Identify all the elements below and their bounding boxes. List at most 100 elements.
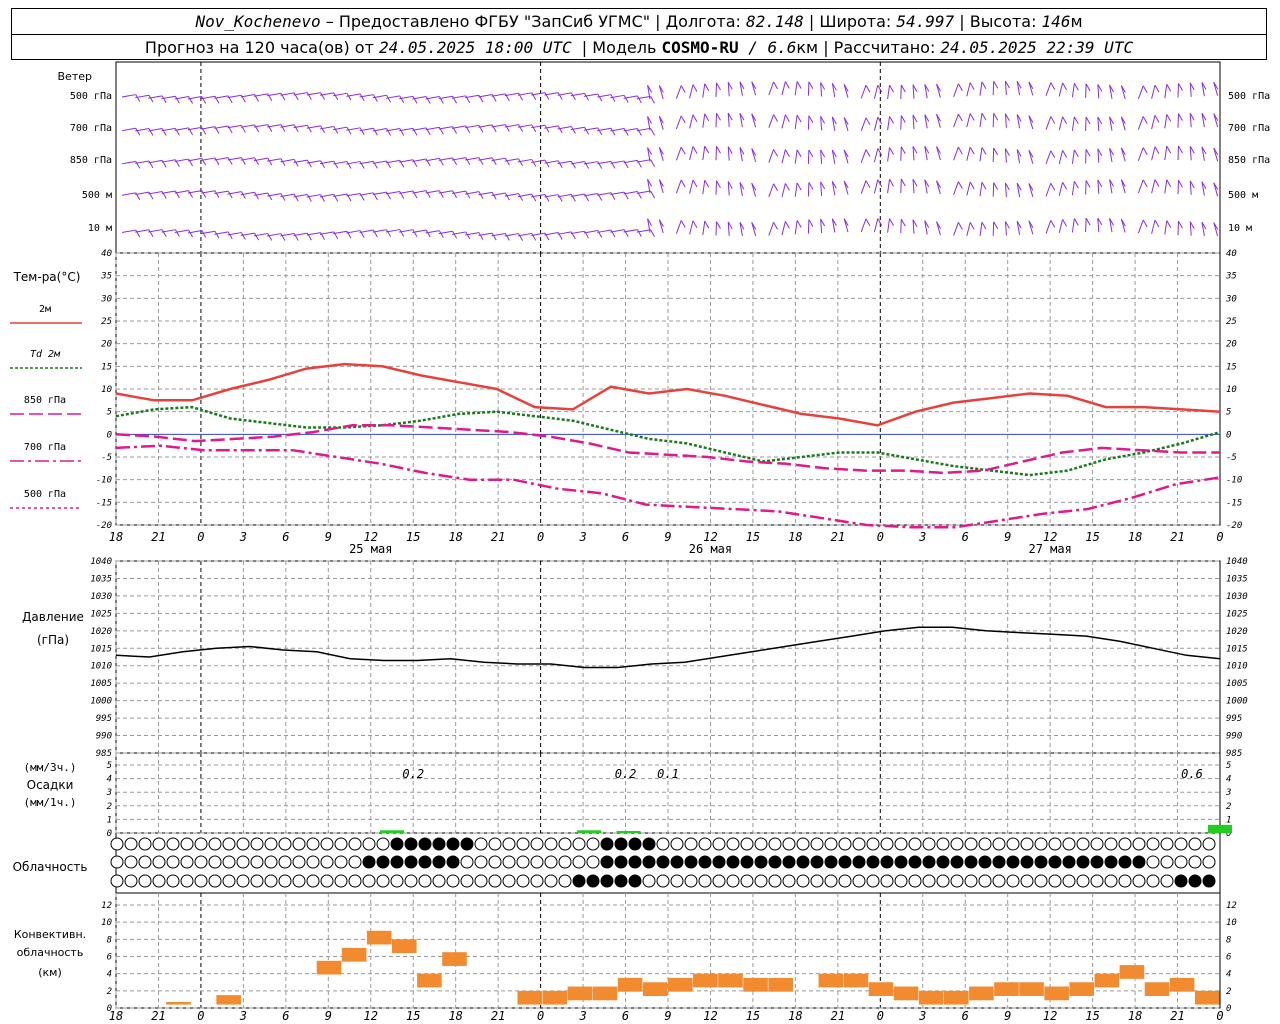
wind-barb-flag [531,193,537,202]
wind-barb-flag [658,85,664,93]
wind-barb [517,124,532,128]
day-label: 26 мая [689,542,732,556]
cloud-cover-symbol [740,855,754,869]
wind-barb [267,124,282,128]
wind-barb [478,94,493,98]
wind-barb [860,117,867,132]
wind-level-right: 10 м [1228,223,1252,234]
cloud-cover-symbol [278,855,292,869]
cloud-cover-symbol [614,837,628,851]
wind-barb-flag [254,157,260,166]
cloud-cover-symbol [698,874,712,888]
cloud-cover-symbol [1062,837,1076,851]
t850-line [115,424,1220,475]
wind-barb-flag [333,92,339,101]
cloud-cover-symbol [782,837,796,851]
cloud-cover-symbol [1034,874,1048,888]
hour-label-bottom: 18 [448,1009,462,1023]
wind-barb-flag [478,191,484,199]
wind-barb [979,182,983,197]
cloud-cover-symbol [1104,855,1118,869]
day-label: 27 мая [1028,542,1071,556]
wind-barb [739,81,743,96]
wind-barb [583,127,598,131]
wind-barb [873,85,879,99]
wind-barb [689,84,694,99]
hour-label: 6 [622,530,629,544]
wind-barb-flag [650,159,656,167]
cloud-cover-symbol [446,855,460,869]
cloud-cover-symbol [180,874,194,888]
pressure-tick-right: 1025 [1226,609,1248,619]
wind-barb [675,179,682,194]
wind-barb [1004,182,1007,197]
convective-bar [893,986,919,1001]
wind-barb-flag [491,124,497,133]
wind-barb [187,126,202,131]
cloud-cover-symbol [642,837,656,851]
wind-barb [689,146,694,161]
cloud-cover-symbol [1020,874,1034,888]
wind-barb-flag [1062,82,1068,91]
cloud-cover-symbol [726,855,740,869]
cloud-cover-symbol [824,837,838,851]
wind-barb-flag [865,117,871,126]
wind-barb [1151,84,1156,99]
wind-barb [873,148,879,163]
wind-barb-flag [796,149,802,158]
wind-barb-flag [452,96,458,104]
wind-barb [544,194,559,198]
wind-barb-flag [889,116,894,124]
wind-barb-flag [820,82,826,90]
wind-barb [820,82,823,97]
convective-bar [1169,977,1195,992]
convective-bar [642,982,668,996]
wind-barb-flag [623,128,629,136]
convective-bar [944,990,969,1005]
hour-label-bottom: 3 [918,1009,926,1023]
wind-barb [794,182,798,197]
cloud-cover-symbol [880,837,894,851]
wind-barb [1137,85,1144,100]
wind-barb [1016,183,1021,198]
wind-barb [1120,116,1126,131]
pressure-tick-right: 990 [1226,732,1242,742]
wind-barb [531,193,546,198]
wind-barb-flag [1004,113,1010,122]
cloud-cover-symbol [152,855,166,869]
cloud-cover-symbol [222,874,236,888]
wind-barb-flag [438,96,444,104]
wind-barb [1004,113,1007,128]
wind-barb [135,160,150,164]
wind-barb-flag [784,221,790,229]
wind-barb-flag [531,159,537,167]
wind-barb-flag [1142,85,1148,94]
wind-barb-flag [425,96,431,104]
wind-barb [873,117,879,131]
wind-barb [570,126,585,131]
wind-barb-flag [425,190,431,198]
cloud-cover-symbol [908,855,922,869]
wind-barb-flag [1166,114,1172,122]
wind-barb [1189,82,1192,97]
wind-barb [544,160,559,164]
lat-label: | Широта: [803,12,897,31]
cloud-cover-symbol [600,874,614,888]
wind-barb-flag [704,113,710,122]
wind-barb [689,114,694,129]
lon-label: | Долгота: [650,12,746,31]
wind-barb [399,229,414,233]
wind-barb [201,157,216,161]
wind-barb [451,157,466,161]
hour-label-bottom: 15 [406,1009,420,1023]
wind-barb-flag [280,233,286,241]
temp-tick-right: 15 [1226,362,1237,372]
wind-barb-flag [227,157,233,165]
wind-barb [1109,116,1113,131]
wind-barb [647,116,651,131]
cloud-cover-symbol [432,874,446,888]
wind-barb-flag [680,85,686,93]
wind-barb-flag [201,230,207,238]
wind-barb-flag [188,229,194,238]
lon-value: 82.148 [745,12,804,31]
